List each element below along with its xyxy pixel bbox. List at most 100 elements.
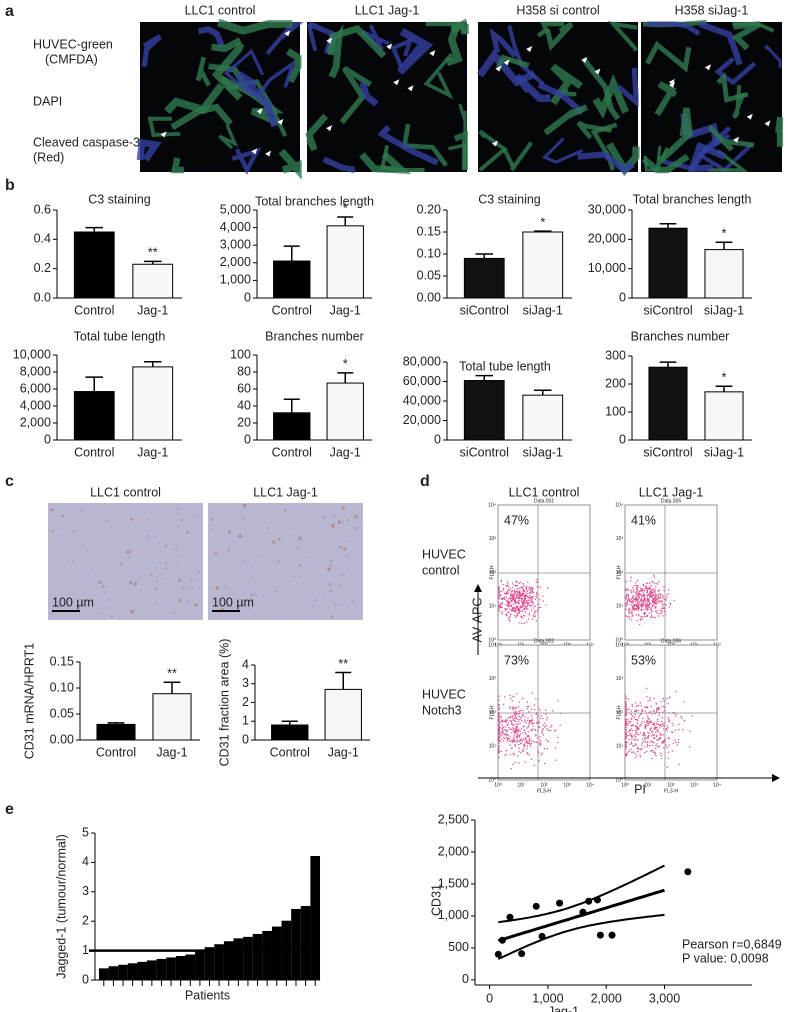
event <box>528 596 530 599</box>
vessel <box>377 124 439 166</box>
event <box>638 601 641 603</box>
event <box>627 595 629 597</box>
event <box>636 722 639 724</box>
event <box>636 731 638 733</box>
event <box>664 738 667 740</box>
event <box>524 720 526 723</box>
event <box>637 591 639 594</box>
column-title: LLC1 Jag-1 <box>355 3 420 17</box>
event <box>530 740 533 742</box>
event <box>525 588 528 591</box>
event <box>649 594 652 597</box>
ci-upper <box>498 864 665 924</box>
event <box>498 604 500 607</box>
event <box>518 712 521 715</box>
event <box>505 731 508 733</box>
event <box>531 598 533 600</box>
stain <box>178 565 180 567</box>
vessel <box>305 113 329 152</box>
axis-tick: 10² <box>540 782 548 788</box>
event <box>668 696 671 698</box>
bar <box>291 908 301 981</box>
event <box>639 587 642 589</box>
event <box>645 607 648 610</box>
event <box>514 745 517 747</box>
quadrant-percent: 47% <box>504 513 529 527</box>
event <box>645 687 648 690</box>
stain <box>150 573 153 576</box>
event <box>644 710 646 713</box>
event <box>646 719 648 722</box>
event <box>644 597 646 599</box>
event <box>666 725 669 727</box>
arrowhead <box>326 37 333 44</box>
event <box>651 599 654 601</box>
event <box>515 736 517 738</box>
stain <box>339 560 341 562</box>
event <box>625 589 627 592</box>
event <box>502 583 504 586</box>
event <box>683 701 685 703</box>
event <box>635 702 637 704</box>
event <box>634 582 637 584</box>
stain <box>337 520 341 524</box>
axis-tick: 10¹ <box>644 782 652 788</box>
vessel <box>645 40 692 73</box>
event <box>501 727 503 729</box>
event <box>498 732 500 734</box>
event <box>691 714 694 717</box>
event <box>657 593 660 595</box>
event <box>662 607 664 610</box>
event <box>528 711 530 713</box>
event <box>637 608 639 610</box>
event <box>639 754 641 756</box>
event <box>545 604 547 606</box>
event <box>527 734 529 737</box>
event <box>628 720 630 723</box>
stain <box>354 514 358 518</box>
event <box>514 591 516 593</box>
point <box>585 897 593 905</box>
stain <box>51 529 55 532</box>
event <box>533 728 536 731</box>
stain <box>211 527 215 530</box>
event <box>629 603 631 605</box>
event <box>521 610 524 613</box>
event <box>626 616 628 618</box>
vessel <box>513 73 551 102</box>
event <box>652 581 654 584</box>
event <box>665 744 667 746</box>
event <box>667 703 669 705</box>
event <box>511 597 514 599</box>
event <box>521 740 524 742</box>
event <box>502 719 504 721</box>
event <box>646 721 648 724</box>
event <box>526 740 528 742</box>
event <box>531 589 533 591</box>
event <box>498 716 500 718</box>
x-tick-label: Control <box>272 445 312 459</box>
event <box>625 708 627 711</box>
y-axis-label: Jagged-1 (tumour/normal) <box>54 834 68 979</box>
event <box>532 591 535 594</box>
x-tick-label: siControl <box>643 445 692 459</box>
event <box>645 585 647 588</box>
vessel <box>732 22 775 33</box>
event <box>657 590 660 592</box>
x-tick-label: Control <box>272 303 312 317</box>
event <box>531 722 534 725</box>
event <box>651 741 654 743</box>
event <box>641 747 643 750</box>
event <box>499 595 502 597</box>
event <box>635 744 637 746</box>
event <box>675 741 677 743</box>
event <box>537 730 539 732</box>
event <box>524 606 526 608</box>
event <box>658 589 660 591</box>
y-tick-label: 4,000 <box>220 220 251 234</box>
event <box>642 717 644 720</box>
vessel <box>195 56 211 87</box>
bar <box>156 958 167 981</box>
bar <box>233 938 244 981</box>
stain <box>129 515 131 518</box>
